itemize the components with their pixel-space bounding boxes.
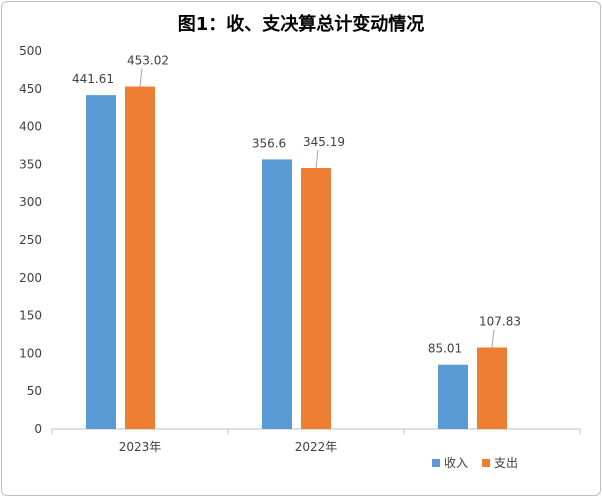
y-tick-label: 300 [19,195,42,209]
bar-expense [477,347,507,429]
x-tick-label: 2023年 [119,440,162,454]
bar-income [438,364,468,429]
legend-label: 支出 [494,456,518,470]
bar-income [86,95,116,430]
x-tick-label: 2022年 [295,440,338,454]
data-label: 441.61 [72,72,114,86]
y-tick-label: 50 [27,384,42,398]
data-label: 85.01 [428,342,462,356]
y-tick-label: 100 [19,346,42,360]
y-tick-label: 450 [19,82,42,96]
y-tick-label: 400 [19,120,42,134]
y-tick-label: 200 [19,271,42,285]
y-tick-label: 250 [19,233,42,247]
legend-swatch-income [432,459,440,467]
data-label-leader [139,68,143,87]
bar-income [262,159,292,429]
data-label: 356.6 [252,136,286,150]
bar-expense [125,86,155,429]
data-label-leader [491,329,495,348]
legend-label: 收入 [444,456,468,470]
data-label-leader [315,149,319,169]
chart-title: 图1：收、支决算总计变动情况 [177,14,425,35]
data-label: 453.02 [127,54,169,68]
y-tick-label: 350 [19,157,42,171]
y-tick-label: 500 [19,44,42,58]
data-label: 345.19 [303,135,345,149]
bar-expense [301,168,331,429]
data-label: 107.83 [479,314,521,328]
y-tick-label: 150 [19,309,42,323]
y-tick-label: 0 [34,422,42,436]
legend-swatch-expense [482,459,490,467]
